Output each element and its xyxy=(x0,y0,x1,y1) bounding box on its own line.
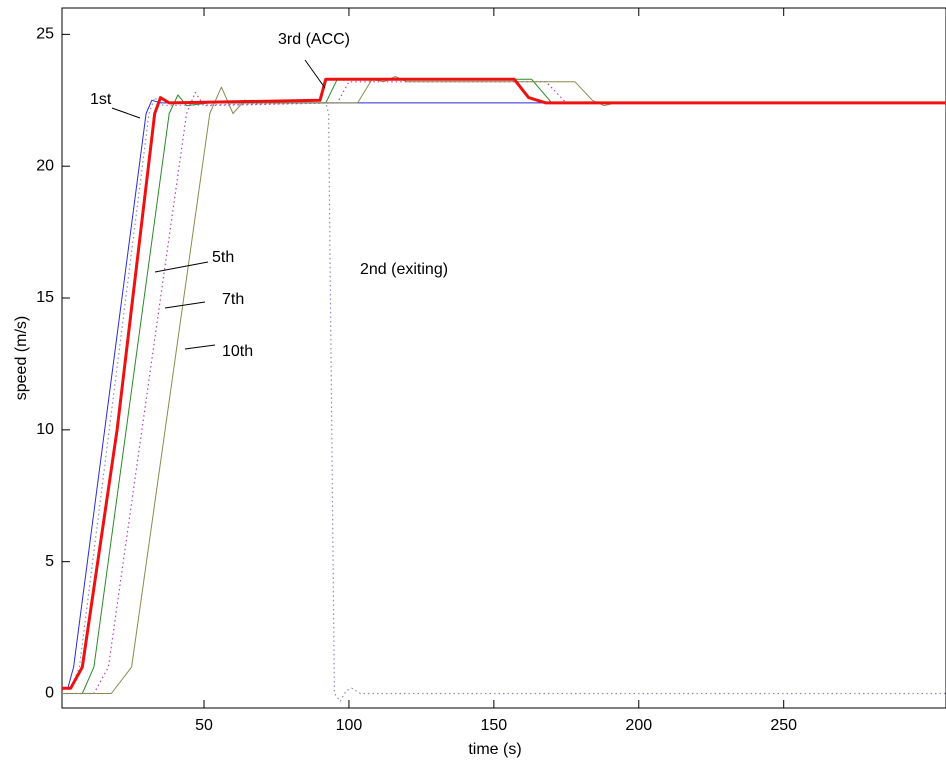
annotation: 1st xyxy=(90,91,112,108)
y-tick-label: 15 xyxy=(36,289,54,306)
plot-frame xyxy=(61,7,946,709)
annotation: 10th xyxy=(222,343,253,360)
x-tick-label: 50 xyxy=(195,717,213,734)
x-tick-label: 250 xyxy=(770,717,797,734)
series-line xyxy=(62,76,946,694)
y-tick-label: 0 xyxy=(45,685,54,702)
y-axis-label: speed (m/s) xyxy=(13,316,30,400)
annotation-line xyxy=(111,107,141,119)
annotation-line xyxy=(184,344,216,350)
x-tick-label: 200 xyxy=(625,717,652,734)
x-tick-label: 150 xyxy=(481,717,508,734)
series-line xyxy=(62,77,946,690)
annotation: 5th xyxy=(212,249,234,266)
annotation: 7th xyxy=(222,291,244,308)
y-tick-label: 20 xyxy=(36,157,54,174)
y-tick-label: 10 xyxy=(36,421,54,438)
x-axis-label: time (s) xyxy=(468,741,521,758)
annotation-line xyxy=(164,301,206,309)
annotation-line xyxy=(304,59,326,89)
x-tick-label: 100 xyxy=(336,717,363,734)
y-tick-label: 25 xyxy=(36,26,54,43)
annotation: 3rd (ACC) xyxy=(278,31,350,48)
series-line xyxy=(62,78,946,694)
annotation: 2nd (exiting) xyxy=(360,261,448,278)
y-tick-label: 5 xyxy=(45,553,54,570)
annotation-line xyxy=(154,261,209,273)
